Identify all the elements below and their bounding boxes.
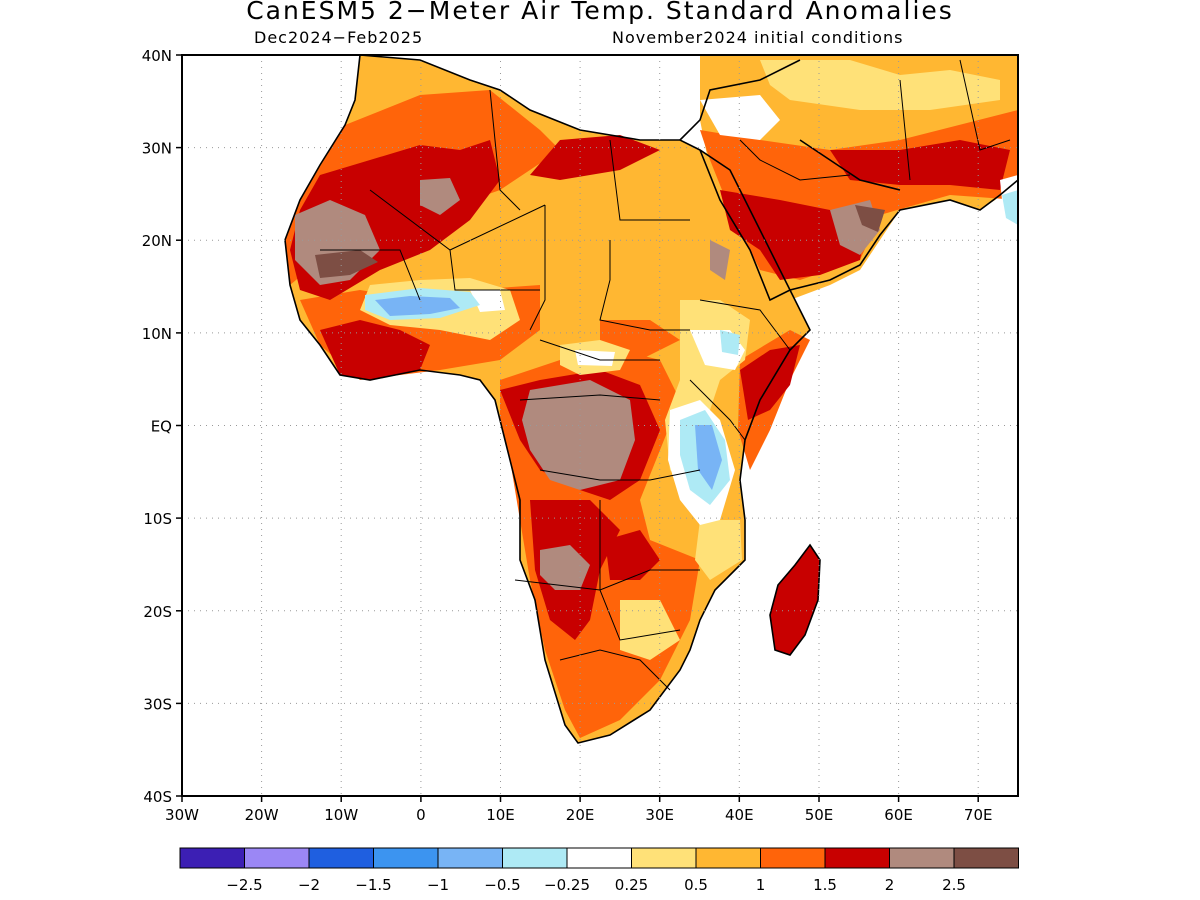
lon-label: 50E bbox=[805, 806, 834, 824]
lat-label: 40S bbox=[143, 788, 172, 806]
anomaly-neg0p5 bbox=[375, 296, 722, 490]
colorbar-label: −2.5 bbox=[226, 876, 262, 894]
colorbar-label: 0.25 bbox=[615, 876, 648, 894]
colorbar-swatch bbox=[308, 847, 374, 869]
colorbar-label: 0.5 bbox=[684, 876, 708, 894]
coastlines bbox=[284, 55, 1018, 744]
madagascar-land bbox=[770, 545, 820, 655]
lat-label: 20S bbox=[143, 603, 172, 621]
latitude-labels: 40N 30N 20N 10N EQ 10S 20S 30S 40S bbox=[142, 47, 172, 806]
colorbar-swatch bbox=[502, 847, 568, 869]
anomaly-gt2p5 bbox=[315, 205, 885, 278]
lon-label: 70E bbox=[964, 806, 993, 824]
colorbar-label: 1 bbox=[756, 876, 766, 894]
lon-label: 30E bbox=[645, 806, 674, 824]
initial-conditions: November2024 initial conditions bbox=[612, 28, 904, 47]
lon-label: 40E bbox=[725, 806, 754, 824]
colorbar-label: −0.25 bbox=[544, 876, 590, 894]
lat-label: 40N bbox=[142, 47, 172, 65]
colorbar-swatch bbox=[631, 847, 697, 869]
colorbar-label: 2 bbox=[885, 876, 895, 894]
colorbar-label: −2 bbox=[298, 876, 320, 894]
colorbar-label: −1.5 bbox=[355, 876, 391, 894]
colorbar-swatch bbox=[437, 847, 503, 869]
colorbar-swatch bbox=[566, 847, 632, 869]
colorbar-label: 1.5 bbox=[813, 876, 837, 894]
colorbar-swatch bbox=[889, 847, 955, 869]
lat-label: 10S bbox=[143, 510, 172, 528]
colorbar-swatch bbox=[244, 847, 310, 869]
longitude-labels: 30W 20W 10W 0 10E 20E 30E 40E 50E 60E 70… bbox=[165, 806, 992, 824]
country-borders bbox=[320, 59, 1011, 691]
colorbar-swatch bbox=[373, 847, 439, 869]
gridlines bbox=[182, 55, 1018, 796]
lat-label: 20N bbox=[142, 232, 172, 250]
colorbar: −2.5 −2 −1.5 −1 −0.5 −0.25 0.25 0.5 1 1.5 2 2.5 bbox=[179, 847, 1019, 894]
lon-label: 0 bbox=[416, 806, 426, 824]
lon-label: 30W bbox=[165, 806, 199, 824]
lat-label: 10N bbox=[142, 325, 172, 343]
colorbar-swatch bbox=[824, 847, 890, 869]
colorbar-swatch bbox=[760, 847, 826, 869]
colorbar-label: −0.5 bbox=[484, 876, 520, 894]
map-title: CanESM5 2−Meter Air Temp. Standard Anoma… bbox=[246, 0, 954, 25]
lat-label: EQ bbox=[151, 418, 172, 436]
lon-label: 10E bbox=[486, 806, 515, 824]
colorbar-swatch bbox=[953, 847, 1019, 869]
colorbar-swatch bbox=[695, 847, 761, 869]
lon-label: 20W bbox=[245, 806, 279, 824]
colorbar-label: −1 bbox=[427, 876, 449, 894]
lat-label: 30S bbox=[143, 695, 172, 713]
lat-label: 30N bbox=[142, 140, 172, 158]
lon-label: 10W bbox=[324, 806, 358, 824]
lon-label: 20E bbox=[566, 806, 595, 824]
lon-label: 60E bbox=[884, 806, 913, 824]
axis-ticks bbox=[176, 54, 979, 802]
colorbar-swatch bbox=[179, 847, 245, 869]
colorbar-label: 2.5 bbox=[942, 876, 966, 894]
forecast-period: Dec2024−Feb2025 bbox=[254, 28, 424, 47]
plot-area bbox=[284, 55, 1018, 744]
